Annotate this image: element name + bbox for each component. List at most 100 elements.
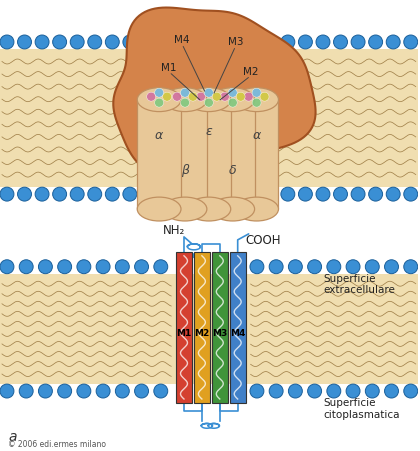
Ellipse shape — [187, 197, 231, 221]
Circle shape — [123, 187, 137, 201]
Circle shape — [351, 35, 365, 49]
Text: M2: M2 — [194, 329, 210, 338]
Circle shape — [250, 384, 264, 398]
Text: © 2006 edi.ermes milano: © 2006 edi.ermes milano — [8, 440, 106, 449]
Ellipse shape — [187, 87, 231, 111]
Circle shape — [404, 187, 418, 201]
Circle shape — [134, 384, 149, 398]
Circle shape — [220, 92, 229, 101]
Circle shape — [88, 187, 102, 201]
Circle shape — [189, 92, 197, 101]
Circle shape — [19, 260, 33, 274]
Circle shape — [244, 92, 253, 101]
Text: δ: δ — [229, 164, 236, 177]
Circle shape — [386, 35, 400, 49]
Circle shape — [369, 35, 383, 49]
Ellipse shape — [211, 197, 255, 221]
Circle shape — [346, 384, 360, 398]
Circle shape — [70, 35, 84, 49]
Circle shape — [58, 384, 71, 398]
Text: β: β — [181, 164, 189, 177]
Circle shape — [289, 384, 302, 398]
Circle shape — [327, 384, 341, 398]
Circle shape — [346, 260, 360, 274]
Text: COOH: COOH — [246, 235, 281, 248]
Ellipse shape — [163, 197, 207, 221]
Circle shape — [116, 384, 129, 398]
Polygon shape — [113, 8, 315, 186]
Circle shape — [205, 98, 213, 107]
Circle shape — [213, 92, 221, 101]
Ellipse shape — [137, 87, 181, 111]
Circle shape — [105, 187, 119, 201]
Circle shape — [316, 35, 330, 49]
Bar — [0, 49, 418, 187]
Circle shape — [269, 384, 283, 398]
Circle shape — [299, 35, 312, 49]
Circle shape — [236, 92, 245, 101]
Ellipse shape — [163, 87, 207, 111]
Circle shape — [181, 88, 189, 97]
Circle shape — [134, 260, 149, 274]
Text: NH₂: NH₂ — [163, 225, 185, 237]
Text: M4: M4 — [174, 35, 190, 45]
Text: M3: M3 — [212, 329, 227, 338]
Circle shape — [281, 35, 295, 49]
Ellipse shape — [211, 87, 255, 111]
Text: Superficie
citoplasmatica: Superficie citoplasmatica — [323, 398, 400, 419]
Circle shape — [105, 35, 119, 49]
Circle shape — [252, 98, 261, 107]
Bar — [137, 100, 181, 209]
Circle shape — [77, 260, 91, 274]
Circle shape — [385, 260, 399, 274]
Circle shape — [181, 98, 189, 107]
Circle shape — [88, 35, 102, 49]
Circle shape — [19, 384, 33, 398]
Bar — [187, 100, 231, 209]
Circle shape — [333, 35, 347, 49]
Circle shape — [173, 92, 181, 101]
Ellipse shape — [137, 197, 181, 221]
Text: M1: M1 — [176, 329, 192, 338]
Circle shape — [269, 260, 283, 274]
Circle shape — [0, 187, 14, 201]
Circle shape — [369, 187, 383, 201]
Circle shape — [260, 92, 269, 101]
Circle shape — [163, 92, 171, 101]
Circle shape — [197, 92, 205, 101]
Circle shape — [281, 187, 295, 201]
Text: M3: M3 — [228, 37, 244, 47]
Text: Superficie
extracellulare: Superficie extracellulare — [323, 274, 395, 295]
Bar — [194, 252, 210, 403]
Circle shape — [96, 260, 110, 274]
Bar — [230, 252, 246, 403]
Text: M4: M4 — [230, 329, 245, 338]
Circle shape — [70, 187, 84, 201]
Circle shape — [327, 260, 341, 274]
Circle shape — [365, 384, 379, 398]
Circle shape — [252, 88, 261, 97]
Text: M1: M1 — [161, 63, 177, 73]
Circle shape — [289, 260, 302, 274]
Circle shape — [147, 92, 156, 101]
Circle shape — [205, 88, 213, 97]
Circle shape — [404, 384, 418, 398]
Circle shape — [0, 35, 14, 49]
Text: ε: ε — [205, 124, 212, 138]
Circle shape — [250, 260, 264, 274]
Bar — [163, 100, 207, 209]
Circle shape — [39, 260, 52, 274]
Circle shape — [35, 187, 49, 201]
Circle shape — [307, 384, 322, 398]
Text: α: α — [155, 129, 163, 143]
Circle shape — [365, 260, 379, 274]
Circle shape — [155, 88, 164, 97]
Circle shape — [18, 35, 32, 49]
Bar — [212, 252, 228, 403]
Text: M2: M2 — [243, 67, 258, 77]
Ellipse shape — [235, 197, 278, 221]
Circle shape — [116, 260, 129, 274]
Circle shape — [58, 260, 71, 274]
Circle shape — [52, 187, 67, 201]
Ellipse shape — [235, 87, 278, 111]
